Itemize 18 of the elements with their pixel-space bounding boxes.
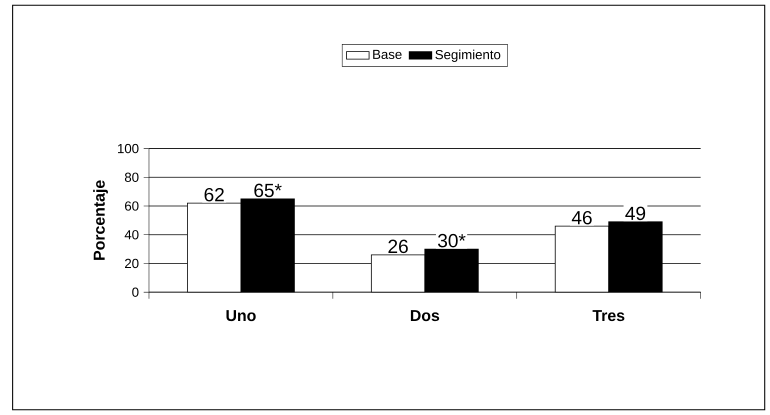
legend-label: Segimiento <box>435 50 500 62</box>
y-tick-label: 20 <box>125 258 139 268</box>
data-label: 26 <box>388 240 408 254</box>
data-label: 62 <box>204 188 224 202</box>
y-tick-label: 80 <box>124 172 139 182</box>
y-tick-label: 0 <box>132 288 139 297</box>
x-tick-label: Tres <box>592 310 624 322</box>
data-label: 30* <box>438 234 466 248</box>
legend-label: Base <box>373 50 402 60</box>
y-axis-title: Porcentaje <box>93 180 108 260</box>
x-tick-label: Uno <box>226 310 256 322</box>
y-tick-label: 40 <box>124 230 139 240</box>
y-tick-label: 100 <box>118 144 139 154</box>
data-label: 49 <box>625 206 646 220</box>
data-label: 46 <box>572 210 592 224</box>
data-label: 65* <box>254 184 282 198</box>
x-tick-label: Dos <box>410 310 440 322</box>
y-tick-label: 60 <box>125 201 139 211</box>
